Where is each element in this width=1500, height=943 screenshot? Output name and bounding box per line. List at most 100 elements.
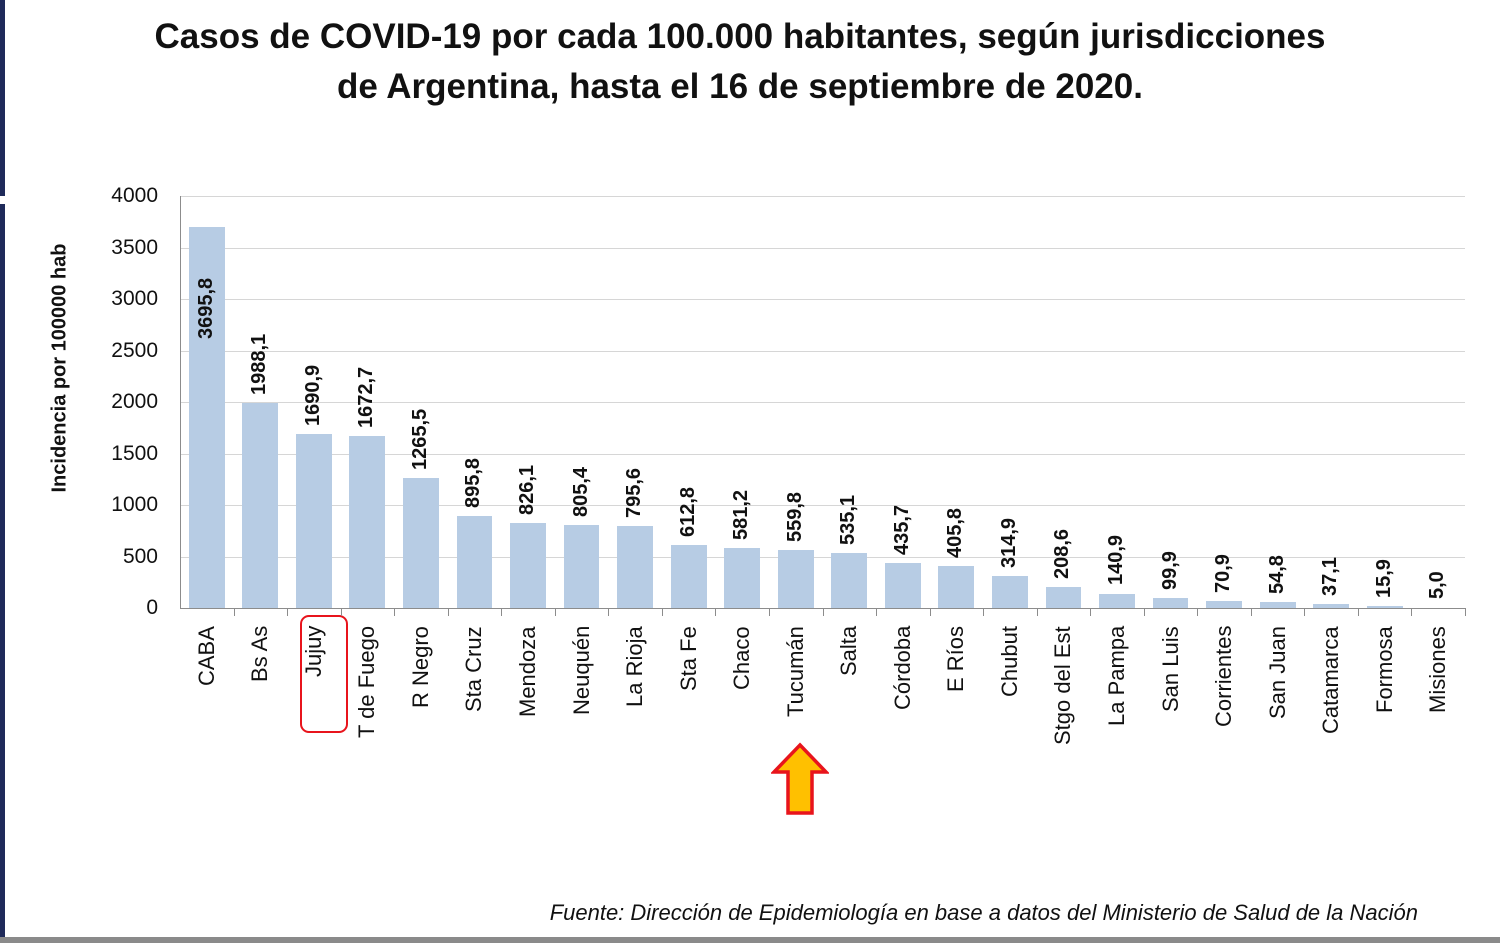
gridline [180, 453, 1465, 455]
value-label: 535,1 [837, 494, 860, 545]
y-tick-label: 4000 [111, 184, 158, 207]
x-tick [1465, 608, 1466, 616]
bar-chubut [991, 575, 1028, 608]
value-label: 99,9 [1158, 550, 1181, 590]
value-label: 70,9 [1212, 553, 1235, 593]
x-category-label: Jujuy [300, 625, 326, 677]
x-tick [1357, 608, 1359, 616]
bar-chaco [724, 548, 761, 608]
x-category-label: T de Fuego [354, 625, 380, 738]
x-tick [661, 608, 663, 616]
y-axis-label: Incidencia por 100000 hab [48, 243, 71, 493]
x-tick [1304, 608, 1306, 616]
x-tick [233, 608, 235, 616]
slide-left-edge [0, 0, 5, 196]
bar-san-luis [1152, 597, 1189, 608]
x-category-label: Córdoba [889, 625, 915, 710]
gridline [180, 196, 1465, 197]
value-label: 405,8 [944, 508, 967, 559]
bar-bs-as [242, 403, 279, 608]
x-tick [1197, 608, 1199, 616]
value-label: 1690,9 [301, 364, 324, 426]
x-tick [983, 608, 985, 616]
y-tick-label: 3000 [111, 287, 158, 310]
bar-corrientes [1206, 600, 1242, 608]
x-tick [1411, 608, 1413, 616]
x-tick [1090, 608, 1092, 616]
x-tick [1036, 608, 1038, 616]
x-category-label: Formosa [1371, 626, 1397, 713]
y-tick-label: 0 [146, 596, 158, 619]
bar-stgo-del-est [1045, 586, 1082, 608]
x-tick [715, 608, 717, 616]
bar-neuquén [563, 525, 600, 608]
bar-sta-fe [670, 544, 707, 608]
x-category-label: La Rioja [622, 626, 648, 707]
x-category-label: Bs As [247, 625, 273, 682]
x-category-label: Stgo del Est [1050, 626, 1076, 745]
slide-left-edge [0, 204, 5, 943]
value-label: 1265,5 [408, 408, 431, 470]
x-category-label: Chaco [729, 626, 755, 690]
x-category-label: Catamarca [1318, 626, 1344, 734]
x-category-label: Tucumán [782, 626, 808, 717]
bar-la-rioja [617, 526, 654, 608]
x-category-label: Sta Cruz [461, 626, 487, 712]
x-tick [1250, 608, 1252, 616]
bar-misiones [1420, 607, 1457, 608]
y-axis-line [180, 196, 181, 608]
x-category-label: La Pampa [1103, 625, 1129, 726]
slide-bottom-bar [0, 937, 1500, 943]
x-category-label: San Juan [1264, 626, 1290, 719]
x-tick [447, 608, 449, 616]
bar-formosa [1366, 606, 1403, 608]
value-label: 314,9 [997, 517, 1020, 568]
gridline [180, 402, 1465, 403]
bar-la-pampa [1099, 593, 1135, 608]
value-label: 140,9 [1104, 535, 1127, 586]
value-label: 895,8 [462, 457, 485, 508]
y-tick-label: 1000 [111, 493, 158, 516]
gridline [180, 299, 1465, 300]
value-label: 3695,8 [194, 278, 217, 340]
x-tick [394, 608, 396, 616]
bar-r-negro [403, 477, 439, 608]
value-label: 612,8 [676, 486, 699, 537]
bar-sta-cruz [456, 515, 493, 608]
up-arrow-icon [771, 742, 829, 815]
gridline [180, 505, 1465, 506]
value-label: 1988,1 [248, 334, 271, 396]
x-tick [768, 608, 770, 616]
x-category-label: Salta [836, 625, 862, 676]
x-category-label: E Ríos [943, 625, 969, 692]
chart-title-line-2: de Argentina, hasta el 16 de septiembre … [337, 67, 1143, 106]
bar-tucumán [777, 550, 814, 608]
x-category-label: San Luis [1157, 626, 1183, 712]
x-tick [1143, 608, 1145, 616]
value-label: 795,6 [623, 467, 646, 519]
source-note: Fuente: Dirección de Epidemiología en ba… [549, 900, 1418, 925]
gridline [180, 247, 1465, 249]
value-label: 559,8 [783, 492, 806, 543]
x-category-label: Corrientes [1211, 625, 1237, 727]
x-tick [822, 608, 824, 616]
y-tick-label: 500 [122, 544, 158, 568]
x-category-label: Mendoza [515, 626, 541, 717]
value-label: 581,2 [730, 490, 753, 541]
chart-title-line-1: Casos de COVID-19 por cada 100.000 habit… [154, 17, 1326, 56]
x-tick [501, 608, 503, 616]
x-tick [929, 608, 931, 616]
x-category-label: CABA [193, 626, 219, 686]
bar-catamarca [1313, 604, 1350, 608]
value-label: 208,6 [1051, 528, 1074, 579]
value-label: 435,7 [890, 505, 913, 556]
value-label: 826,1 [516, 464, 539, 515]
value-label: 37,1 [1319, 557, 1342, 597]
chart-title: Casos de COVID-19 por cada 100.000 habit… [80, 12, 1400, 112]
gridline [180, 556, 1465, 558]
x-category-label: Chubut [996, 626, 1022, 697]
x-tick [287, 608, 289, 616]
bar-e-ríos [938, 566, 975, 608]
x-category-label: Neuquén [568, 625, 594, 715]
bar-jujuy [295, 433, 332, 608]
